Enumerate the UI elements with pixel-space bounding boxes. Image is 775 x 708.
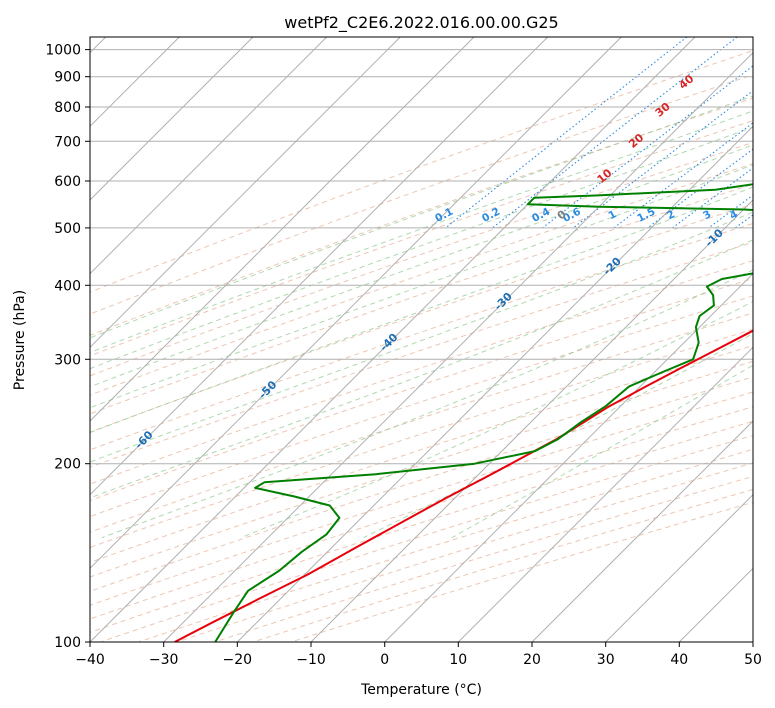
isotherm-line [310, 199, 753, 642]
mixing-ratio-line [542, 65, 753, 229]
isotherm-line [90, 37, 549, 496]
y-tick-label: 900 [54, 70, 81, 86]
dry-adiabats [90, 50, 753, 642]
dry-adiabat-line [90, 203, 753, 433]
isotherm-line [90, 37, 475, 422]
y-tick-label: 100 [54, 635, 81, 651]
x-tick-label: 40 [670, 652, 688, 668]
isotherm-line [90, 37, 328, 275]
y-tick-label: 200 [54, 457, 81, 473]
isotherm-line [457, 346, 753, 642]
chart-title: wetPf2_C2E6.2022.016.00.00.G25 [284, 13, 558, 33]
x-tick-label: −30 [149, 652, 179, 668]
x-tick-label: 0 [380, 652, 389, 668]
mixing-ratio-line [672, 167, 753, 229]
y-tick-label: 700 [54, 134, 81, 150]
y-tick-label: 1000 [45, 43, 81, 59]
dry-adiabat-line [90, 74, 753, 315]
isotherm-line [605, 493, 753, 642]
moist-adiabat-line [240, 300, 753, 539]
isotherm-line [678, 567, 753, 642]
x-tick-label: 10 [449, 652, 467, 668]
moist-adiabat-line [101, 269, 753, 539]
mixing-ratio-line [708, 194, 753, 229]
plot-frame [89, 36, 754, 643]
isotherm-line [752, 641, 753, 642]
profile-lines [174, 183, 753, 642]
dry-adiabat-line [90, 312, 753, 533]
dry-adiabat-line [90, 391, 753, 606]
x-tick-label: 20 [523, 652, 541, 668]
mixing-ratio-label: 0.2 [480, 206, 502, 225]
dry-adiabat-line [90, 50, 753, 293]
mixing-ratio-label: 0.1 [433, 206, 455, 225]
moist-adiabat-label: 20 [626, 131, 646, 151]
x-tick-label: −10 [296, 652, 326, 668]
dry-adiabat-line [90, 241, 753, 468]
isotherm-label: -30 [492, 290, 515, 313]
x-axis: −40 −30 −20 −10 0 10 20 30 40 50 [75, 642, 762, 668]
isotherm-labels: -100-90-80-70-60-50-40-30-20-10 [8, 226, 726, 502]
dry-adiabat-line [90, 141, 753, 377]
y-tick-label: 800 [54, 100, 81, 116]
isotherm-line [90, 37, 622, 570]
y-tick-label: 500 [54, 221, 81, 237]
x-tick-label: −20 [223, 652, 253, 668]
isotherm-line [531, 420, 753, 642]
isobar-gridlines [90, 49, 753, 642]
isotherm-line [163, 51, 753, 642]
dry-adiabat-line [90, 260, 753, 485]
mixing-ratio-line [572, 90, 753, 229]
y-axis: 100 200 300 400 500 600 700 800 900 1000 [45, 43, 90, 651]
x-tick-label: −40 [75, 652, 105, 668]
isotherm-line [384, 272, 753, 642]
y-tick-label: 400 [54, 278, 81, 294]
dry-adiabat-line [90, 295, 753, 518]
dry-adiabat-line [90, 345, 753, 563]
y-tick-label: 600 [54, 174, 81, 190]
temperature-profile-line [174, 329, 753, 642]
plot-area: -100-90-80-70-60-50-40-30-20-10 0.1 0.2 0.… [8, 37, 775, 642]
isotherm-gridlines [90, 37, 753, 642]
isotherm-line [90, 37, 696, 642]
isotherm-line [236, 125, 753, 642]
x-tick-label: 50 [744, 652, 762, 668]
dewpoint-profile-line [214, 183, 753, 642]
x-tick-label: 30 [597, 652, 615, 668]
isotherm-line [90, 37, 401, 349]
mixing-ratio-lines [445, 37, 753, 229]
mixing-ratio-line [734, 214, 753, 229]
mixing-ratio-label: 6 [767, 208, 775, 222]
moist-adiabat-line [363, 333, 753, 539]
mixing-ratio-label: 0.4 [530, 206, 552, 225]
mixing-ratio-line [492, 37, 738, 229]
moist-adiabat-label: 40 [676, 72, 696, 92]
isotherm-line [90, 37, 254, 201]
isotherm-label: -70 [8, 479, 31, 502]
x-axis-label: Temperature (°C) [360, 682, 482, 698]
y-axis-label: Pressure (hPa) [12, 290, 28, 390]
dry-adiabat-line [290, 501, 753, 642]
dry-adiabat-line [214, 475, 753, 642]
dry-adiabat-line [100, 434, 753, 642]
y-tick-label: 300 [54, 352, 81, 368]
